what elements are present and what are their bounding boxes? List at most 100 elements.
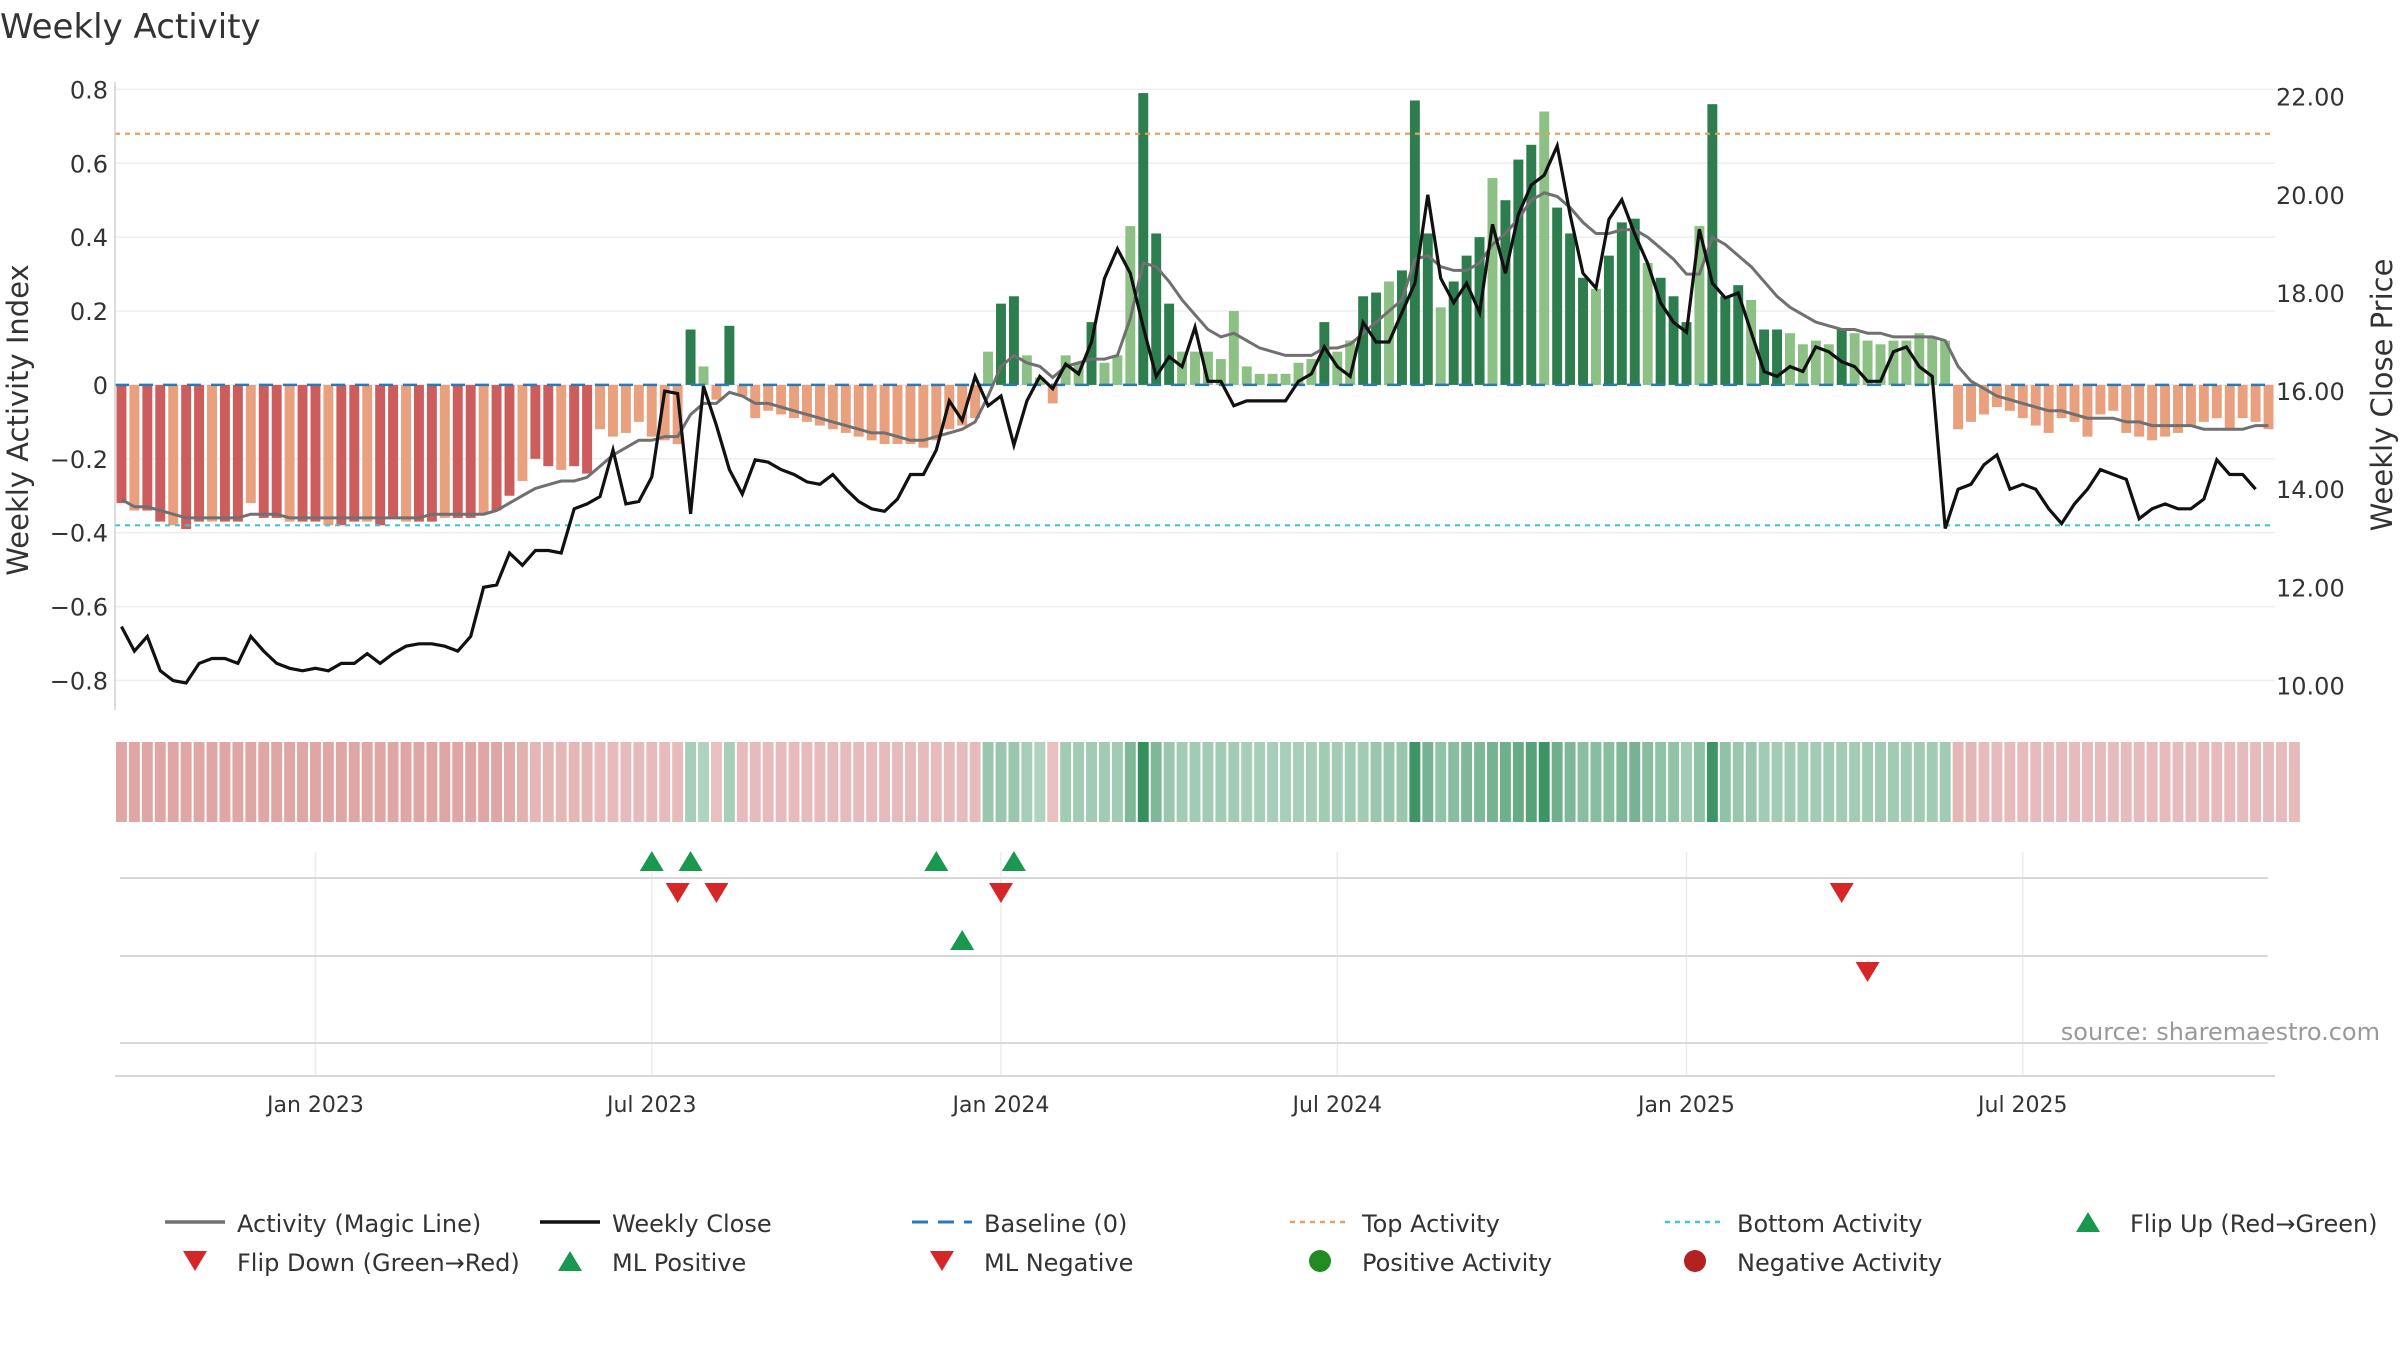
activity-bar xyxy=(1629,218,1640,385)
legend-item: Weekly Close xyxy=(540,1210,772,1238)
activity-bar xyxy=(672,384,683,445)
activity-bar xyxy=(1138,93,1149,385)
strip-cell xyxy=(710,742,722,822)
activity-bar xyxy=(258,384,269,518)
legend-label: Activity (Magic Line) xyxy=(237,1210,481,1238)
activity-bar xyxy=(375,384,386,526)
activity-bar xyxy=(1319,322,1330,385)
activity-bar xyxy=(245,384,256,504)
strip-cell xyxy=(2107,742,2119,822)
strip-cell xyxy=(827,742,839,822)
activity-bars xyxy=(116,93,2274,529)
x-tick-label: Jul 2025 xyxy=(1976,1093,2068,1118)
activity-bar xyxy=(607,384,618,437)
strip-cell xyxy=(698,742,709,822)
activity-bar xyxy=(1371,292,1382,385)
ml-negative-marker xyxy=(1855,962,1880,982)
legend-label: Bottom Activity xyxy=(1737,1210,1922,1238)
legend-label: Negative Activity xyxy=(1737,1249,1942,1277)
strip-cell xyxy=(1241,742,1253,822)
activity-bar xyxy=(2082,384,2093,437)
strip-cell xyxy=(1047,742,1059,822)
strip-cell xyxy=(1887,742,1899,822)
activity-bar xyxy=(129,384,140,511)
strip-cell xyxy=(2263,742,2274,822)
activity-bar xyxy=(116,384,127,504)
activity-bar xyxy=(724,325,735,385)
strip-cell xyxy=(1215,742,1227,822)
strip-cell xyxy=(685,742,697,822)
activity-bar xyxy=(1202,351,1213,385)
activity-bar xyxy=(1422,233,1433,385)
legend-item: Activity (Magic Line) xyxy=(165,1210,481,1238)
strip-cell xyxy=(1293,742,1304,822)
activity-bar xyxy=(439,384,450,518)
strip-cell xyxy=(1267,742,1279,822)
activity-bar xyxy=(232,384,243,522)
flip-up-marker xyxy=(678,851,703,871)
strip-cell xyxy=(1784,742,1796,822)
activity-bar xyxy=(168,384,179,526)
strip-cell xyxy=(284,742,296,822)
strip-cell xyxy=(452,742,464,822)
activity-bar xyxy=(1707,104,1718,385)
activity-bar xyxy=(1396,270,1407,385)
series-lines xyxy=(120,140,2269,685)
activity-bar xyxy=(1513,159,1524,385)
strip-cell xyxy=(2211,742,2223,822)
flip-down-marker xyxy=(1829,883,1854,903)
activity-bar xyxy=(1681,322,1692,385)
strip-cell xyxy=(2017,742,2029,822)
activity-bar xyxy=(452,384,463,518)
activity-bar xyxy=(1047,384,1058,404)
strip-cell xyxy=(1202,742,1214,822)
legend-item: Baseline (0) xyxy=(912,1210,1127,1238)
legend-label: Weekly Close xyxy=(612,1210,772,1238)
strip-cell xyxy=(1086,742,1097,822)
strip-cell xyxy=(1189,742,1201,822)
strip-cell xyxy=(128,742,140,822)
activity-bar xyxy=(349,384,360,522)
legend-item: Top Activity xyxy=(1290,1210,1500,1238)
strip-cell xyxy=(917,742,929,822)
strip-cell xyxy=(1668,742,1680,822)
activity-bar xyxy=(2160,384,2171,437)
activity-bar xyxy=(1875,344,1886,385)
strip-cell xyxy=(1124,742,1136,822)
activity-bar xyxy=(1823,344,1834,385)
activity-bar xyxy=(1293,362,1304,385)
activity-bar xyxy=(1785,333,1795,385)
y2-axis-label: Weekly Close Price xyxy=(2365,259,2399,532)
strip-cell xyxy=(1163,742,1175,822)
y2-tick-label: 22.00 xyxy=(2276,84,2345,112)
activity-bar xyxy=(1190,351,1200,385)
activity-bar xyxy=(2056,384,2067,419)
strip-cell xyxy=(1655,742,1667,822)
activity-bar xyxy=(1603,255,1614,385)
y-tick-label: −0.4 xyxy=(50,520,108,548)
activity-bar xyxy=(2263,384,2274,430)
activity-bar xyxy=(1772,329,1783,385)
y-tick-label: 0 xyxy=(93,372,108,400)
strip-cell xyxy=(348,742,360,822)
flip-down-marker xyxy=(665,883,690,903)
strip-cell xyxy=(1461,742,1473,822)
strip-cell xyxy=(1176,742,1188,822)
strip-cell xyxy=(594,742,606,822)
strip-cell xyxy=(297,742,309,822)
activity-bar xyxy=(491,384,502,511)
x-tick-label: Jul 2024 xyxy=(1291,1093,1383,1118)
activity-bar xyxy=(1733,285,1744,385)
activity-bar xyxy=(1280,373,1291,385)
strip-cell xyxy=(465,742,477,822)
strip-cell xyxy=(2224,742,2236,822)
strip-cell xyxy=(1629,742,1641,822)
legend-item: Flip Up (Red→Green) xyxy=(2076,1210,2378,1238)
activity-bar xyxy=(1888,340,1899,385)
strip-cell xyxy=(1318,742,1330,822)
activity-bar xyxy=(2017,384,2028,419)
strip-cell xyxy=(1344,742,1356,822)
strip-cell xyxy=(969,742,981,822)
strip-cell xyxy=(2198,742,2210,822)
activity-bar xyxy=(931,384,942,441)
